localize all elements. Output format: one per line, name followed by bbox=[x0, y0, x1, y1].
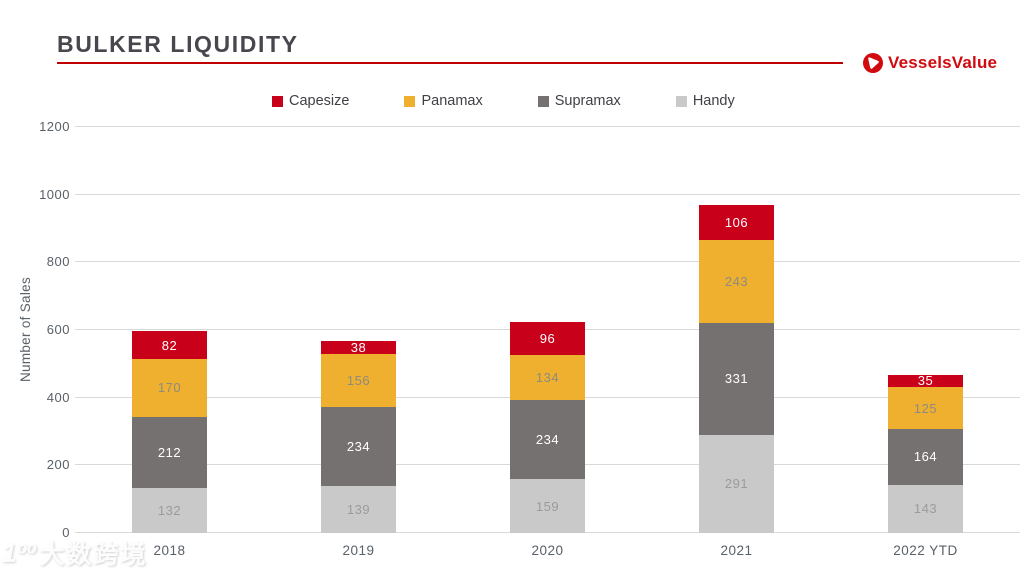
plot-area: 82 170 212 132 38 156 234 139 96 134 234 159 106 243 3… bbox=[75, 126, 1020, 533]
bar-value-label: 139 bbox=[346, 501, 371, 517]
stacked-bar-2019: 38 156 234 139 bbox=[321, 340, 396, 533]
bar-segment-handy-2019: 139 bbox=[321, 485, 396, 533]
bar-segment-handy-2022 YTD: 143 bbox=[888, 484, 963, 533]
legend-item-handy: Handy bbox=[675, 93, 735, 109]
bar-segment-handy-2018: 132 bbox=[132, 488, 207, 533]
y-tick-label-200: 200 bbox=[46, 457, 70, 473]
legend-swatch-icon bbox=[537, 95, 549, 107]
x-tick-label-2020: 2020 bbox=[531, 543, 564, 558]
bar-segment-capesize-2021: 106 bbox=[699, 204, 774, 241]
x-tick-label-2022 YTD: 2022 YTD bbox=[893, 543, 958, 558]
bar-value-label: 106 bbox=[724, 214, 749, 230]
legend-item-panamax: Panamax bbox=[404, 93, 483, 109]
bar-value-label: 134 bbox=[535, 369, 560, 385]
chart-legend: Capesize Panamax Supramax Handy bbox=[272, 93, 735, 109]
legend-label: Supramax bbox=[554, 93, 621, 109]
bar-value-label: 243 bbox=[724, 273, 749, 289]
x-tick-label-2021: 2021 bbox=[720, 543, 753, 558]
bar-value-label: 212 bbox=[157, 444, 182, 460]
legend-label: Capesize bbox=[289, 93, 350, 109]
legend-swatch-icon bbox=[404, 95, 416, 107]
bar-segment-panamax-2020: 134 bbox=[510, 354, 585, 401]
bar-segment-panamax-2021: 243 bbox=[699, 240, 774, 323]
y-tick-label-800: 800 bbox=[46, 254, 70, 270]
bar-value-label: 96 bbox=[539, 331, 556, 346]
stacked-bar-2018: 82 170 212 132 bbox=[132, 331, 207, 533]
bar-segment-supramax-2019: 234 bbox=[321, 406, 396, 486]
bar-value-label: 170 bbox=[157, 380, 182, 396]
bar-value-label: 159 bbox=[535, 498, 560, 514]
bar-segment-panamax-2018: 170 bbox=[132, 359, 207, 417]
y-tick-label-1000: 1000 bbox=[39, 186, 70, 202]
vesselsvalue-triangle-icon bbox=[863, 53, 883, 73]
y-tick-label-600: 600 bbox=[46, 322, 70, 337]
title-underline bbox=[57, 62, 843, 64]
bar-value-label: 234 bbox=[346, 438, 371, 454]
stacked-bar-2020: 96 134 234 159 bbox=[510, 322, 585, 533]
legend-label: Panamax bbox=[421, 93, 483, 109]
bar-value-label: 156 bbox=[346, 372, 371, 388]
page-title: BULKER LIQUIDITY bbox=[57, 31, 299, 57]
bar-segment-capesize-2020: 96 bbox=[510, 322, 585, 355]
gridline-1000 bbox=[75, 193, 1020, 195]
bar-segment-capesize-2018: 82 bbox=[132, 331, 207, 360]
gridline-800 bbox=[75, 261, 1020, 263]
bar-value-label: 132 bbox=[157, 503, 182, 519]
bar-segment-capesize-2022 YTD: 35 bbox=[888, 373, 963, 389]
bar-segment-supramax-2020: 234 bbox=[510, 400, 585, 480]
y-tick-label-400: 400 bbox=[46, 389, 70, 405]
bar-segment-panamax-2022 YTD: 125 bbox=[888, 386, 963, 430]
bar-segment-handy-2020: 159 bbox=[510, 479, 585, 533]
legend-item-supramax: Supramax bbox=[537, 93, 621, 109]
legend-item-capesize: Capesize bbox=[272, 93, 349, 109]
bar-segment-handy-2021: 291 bbox=[699, 434, 774, 533]
bar-segment-supramax-2022 YTD: 164 bbox=[888, 429, 963, 485]
legend-swatch-icon bbox=[272, 95, 283, 107]
x-tick-label-2018: 2018 bbox=[153, 543, 186, 558]
bar-segment-panamax-2019: 156 bbox=[321, 354, 396, 407]
legend-swatch-icon bbox=[675, 95, 687, 107]
vesselsvalue-logo-text: VesselsValue bbox=[888, 53, 998, 72]
x-tick-label-2019: 2019 bbox=[342, 543, 375, 558]
bar-segment-capesize-2019: 38 bbox=[321, 340, 396, 356]
bar-value-label: 234 bbox=[535, 432, 560, 448]
bar-value-label: 291 bbox=[724, 476, 749, 492]
bar-segment-supramax-2018: 212 bbox=[132, 416, 207, 489]
stacked-bar-2021: 106 243 331 291 bbox=[699, 204, 774, 533]
bar-value-label: 125 bbox=[913, 400, 938, 416]
gridline-1200 bbox=[75, 126, 1020, 127]
bar-segment-supramax-2021: 331 bbox=[699, 322, 774, 435]
legend-label: Handy bbox=[692, 93, 735, 109]
bar-value-label: 164 bbox=[913, 449, 938, 465]
bar-value-label: 38 bbox=[350, 340, 367, 356]
bar-value-label: 331 bbox=[724, 371, 749, 387]
stacked-bar-2022 YTD: 35 125 164 143 bbox=[888, 373, 963, 533]
watermark-icon: 1ºº bbox=[2, 537, 36, 568]
y-tick-label-0: 0 bbox=[62, 525, 70, 540]
bar-value-label: 143 bbox=[913, 501, 938, 517]
bar-value-label: 35 bbox=[917, 373, 934, 389]
vesselsvalue-logo: VesselsValue bbox=[863, 53, 997, 73]
y-tick-label-1200: 1200 bbox=[39, 119, 70, 134]
bar-value-label: 82 bbox=[161, 337, 178, 353]
